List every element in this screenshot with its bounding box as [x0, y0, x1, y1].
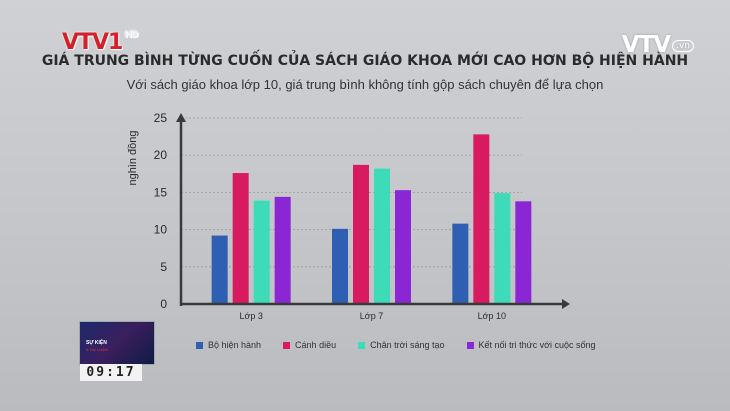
bar — [353, 164, 369, 304]
legend-label: Cánh diều — [295, 340, 337, 350]
vtv-vn-logo: VTV .vn — [622, 32, 694, 58]
legend-item: Kết nối tri thức với cuộc sống — [466, 340, 596, 350]
x-axis-arrow — [562, 299, 570, 309]
bar — [494, 193, 511, 304]
broadcast-clock: 09:17 — [80, 364, 142, 381]
bar — [253, 200, 270, 304]
y-tick-label: 5 — [160, 260, 167, 274]
legend-item: Chân trời sáng tạo — [358, 340, 445, 350]
bar — [332, 228, 348, 304]
y-axis-arrow — [176, 113, 186, 122]
chart-subtitle: Với sách giáo khoa lớp 10, giá trung bìn… — [126, 77, 604, 92]
y-tick-label: 10 — [154, 223, 168, 237]
y-tick-label: 0 — [160, 297, 167, 311]
legend-swatch — [283, 341, 291, 349]
legend-item: Bộ hiện hành — [196, 340, 261, 350]
legend-swatch — [196, 341, 203, 349]
bar — [232, 173, 249, 304]
x-tick-label: Lớp 3 — [239, 311, 262, 321]
legend-label: Bộ hiện hành — [208, 340, 262, 350]
y-tick-label: 15 — [154, 185, 168, 199]
bar — [515, 201, 532, 304]
bar — [473, 134, 490, 304]
x-tick-label: Lớp 7 — [360, 311, 383, 321]
thumbnail-line2: & DƯ LUẬN — [86, 347, 108, 352]
legend-label: Kết nối tri thức với cuộc sống — [478, 340, 596, 350]
bar — [395, 190, 411, 304]
bar — [452, 223, 469, 304]
legend-swatch — [466, 341, 474, 349]
chart-legend: Bộ hiện hành Cánh diều Chân trời sáng tạo K… — [196, 340, 618, 350]
vtv1-logo: VTV1 HD — [62, 30, 138, 55]
bar — [211, 235, 228, 304]
y-axis-label: nghìn đồng — [127, 130, 139, 185]
chart-title: GIÁ TRUNG BÌNH TỪNG CUỐN CỦA SÁCH GIÁO K… — [41, 53, 689, 69]
bar — [374, 168, 390, 304]
legend-swatch — [358, 341, 366, 349]
thumbnail-line1: SỰ KIỆN — [86, 340, 107, 346]
x-tick-label: Lớp 10 — [478, 311, 506, 321]
legend-item: Cánh diều — [283, 340, 336, 350]
program-thumbnail: SỰ KIỆN & DƯ LUẬN — [80, 322, 154, 364]
y-tick-label: 20 — [154, 148, 168, 162]
y-tick-label: 25 — [154, 111, 168, 125]
bar — [274, 196, 291, 304]
legend-label: Chân trời sáng tạo — [370, 340, 445, 350]
